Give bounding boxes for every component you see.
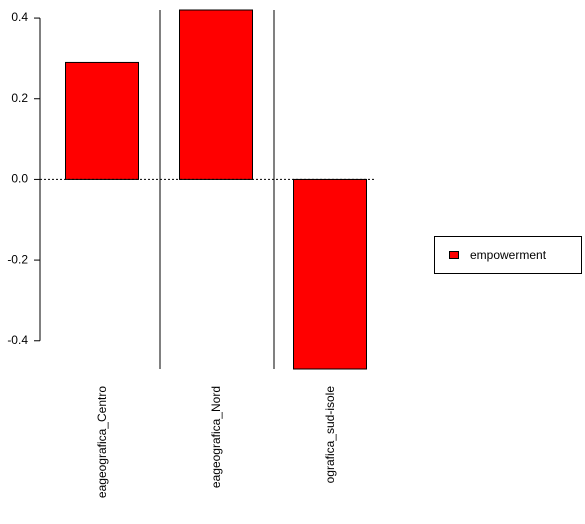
y-tick-label: 0.4 bbox=[11, 10, 28, 24]
legend-swatch bbox=[449, 251, 459, 259]
y-tick-label: -0.4 bbox=[7, 333, 28, 347]
y-axis: -0.4 -0.2 0.0 0.2 0.4 bbox=[7, 10, 41, 347]
bar bbox=[65, 61, 139, 180]
bars bbox=[65, 9, 367, 370]
y-tick-label: -0.2 bbox=[7, 252, 28, 266]
bar bbox=[179, 9, 253, 180]
x-tick-label: eageografica_Nord bbox=[209, 386, 223, 488]
bar bbox=[293, 178, 367, 370]
category-separators bbox=[159, 10, 275, 369]
x-axis-labels: eageografica_Centro eageografica_Nord ogra… bbox=[95, 386, 337, 498]
x-tick-label: eageografica_Centro bbox=[95, 386, 109, 498]
legend: empowerment bbox=[434, 236, 582, 274]
y-tick-label: 0.0 bbox=[11, 172, 28, 186]
y-tick-label: 0.2 bbox=[11, 91, 28, 105]
x-tick-label: ografica_sud-isole bbox=[323, 386, 337, 484]
legend-label: empowerment bbox=[470, 248, 547, 262]
